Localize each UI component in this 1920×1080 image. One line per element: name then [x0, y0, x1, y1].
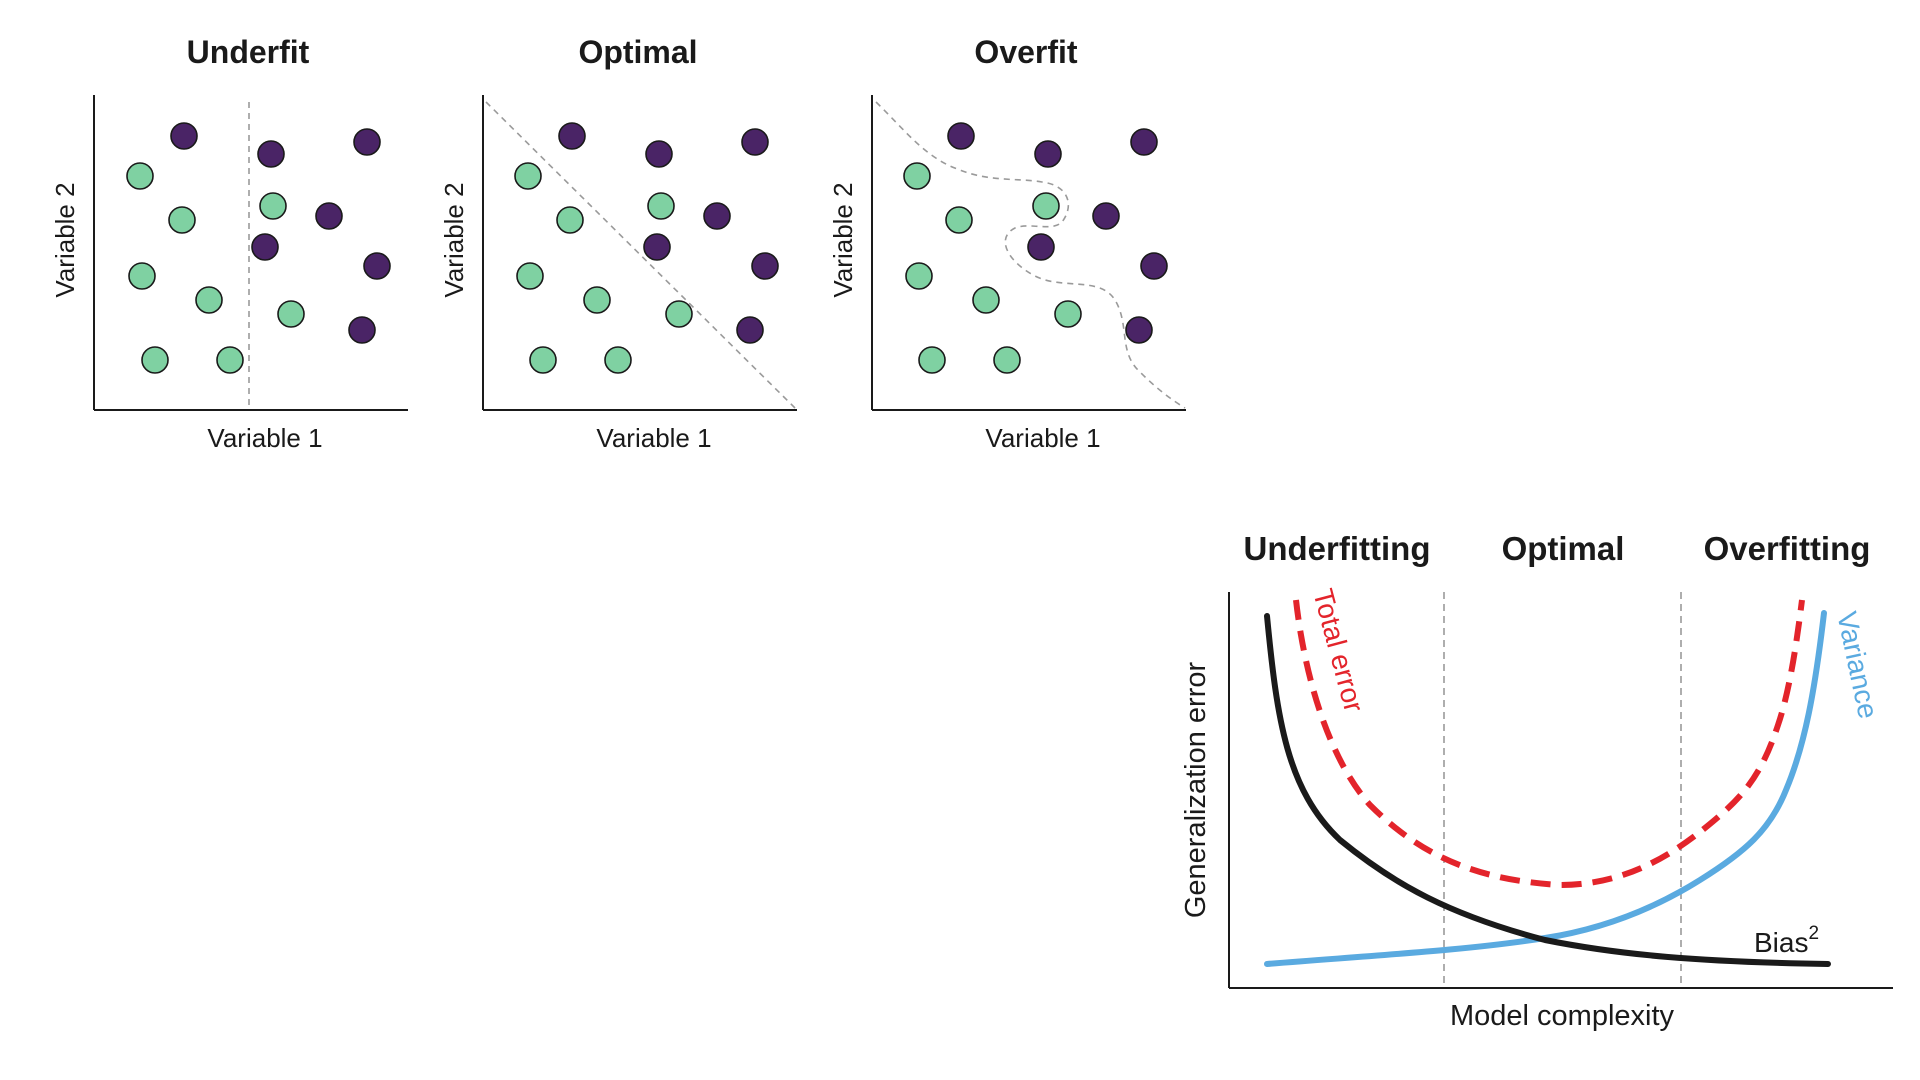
data-point-class-b [353, 128, 381, 156]
data-point-class-a [583, 286, 611, 314]
data-point-class-b [251, 233, 279, 261]
data-point-class-a [259, 192, 287, 220]
panel-title: Optimal [578, 34, 697, 70]
variance-label: Variance [1831, 609, 1884, 722]
y-axis-label: Generalization error [1180, 662, 1212, 919]
bias-squared-label: Bias2 [1754, 923, 1819, 958]
x-axis-label: Variable 1 [985, 423, 1100, 453]
bias-label-text: Bias [1754, 927, 1808, 958]
panel-title: Overfit [974, 34, 1077, 70]
data-point-class-a [1032, 192, 1060, 220]
data-point-class-a [216, 346, 244, 374]
data-point-class-b [643, 233, 671, 261]
panel-title: Underfit [187, 34, 310, 70]
data-point-class-a [903, 162, 931, 190]
data-point-class-b [703, 202, 731, 230]
region-label-underfitting: Underfitting [1244, 530, 1431, 567]
decision-boundary [875, 101, 1186, 409]
variance-curve [1264, 610, 1827, 967]
data-point-class-a [277, 300, 305, 328]
region-label-overfitting: Overfitting [1704, 530, 1871, 567]
data-point-class-b [558, 122, 586, 150]
data-point-class-b [315, 202, 343, 230]
data-point-class-b [170, 122, 198, 150]
data-points [903, 122, 1168, 374]
data-point-class-a [126, 162, 154, 190]
scatter-panel-optimal: Optimal Variable 1 Variable 2 [439, 34, 797, 453]
data-point-class-b [947, 122, 975, 150]
data-point-class-a [905, 262, 933, 290]
y-axis-label: Variable 2 [439, 182, 469, 297]
data-point-class-b [1027, 233, 1055, 261]
data-point-class-a [918, 346, 946, 374]
data-point-class-b [348, 316, 376, 344]
y-axis-label: Variable 2 [50, 182, 80, 297]
bias-label-superscript: 2 [1808, 923, 1819, 944]
x-axis-label: Model complexity [1450, 1000, 1675, 1032]
data-point-class-a [514, 162, 542, 190]
x-axis-label: Variable 1 [596, 423, 711, 453]
data-point-class-a [141, 346, 169, 374]
scatter-panel-underfit: Underfit Variable 1 Variable 2 [50, 34, 408, 453]
scatter-panel-overfit: Overfit Variable 1 Variable 2 [828, 34, 1186, 453]
data-point-class-a [665, 300, 693, 328]
data-point-class-b [1140, 252, 1168, 280]
data-point-class-b [736, 316, 764, 344]
data-point-class-a [516, 262, 544, 290]
data-point-class-b [1034, 140, 1062, 168]
data-point-class-a [529, 346, 557, 374]
tradeoff-plot: Underfitting Optimal Overfitting Model c… [1180, 530, 1893, 1032]
data-point-class-a [128, 262, 156, 290]
data-point-class-a [556, 206, 584, 234]
data-point-class-b [257, 140, 285, 168]
bias-squared-curve [1264, 613, 1831, 967]
data-point-class-b [1130, 128, 1158, 156]
data-point-class-a [604, 346, 632, 374]
data-points [514, 122, 779, 374]
data-point-class-a [168, 206, 196, 234]
data-point-class-b [741, 128, 769, 156]
total-error-curve [1293, 599, 1805, 889]
data-point-class-a [972, 286, 1000, 314]
data-point-class-b [363, 252, 391, 280]
x-axis-label: Variable 1 [207, 423, 322, 453]
data-point-class-a [647, 192, 675, 220]
data-point-class-b [1092, 202, 1120, 230]
data-point-class-a [945, 206, 973, 234]
y-axis-label: Variable 2 [828, 182, 858, 297]
data-point-class-b [1125, 316, 1153, 344]
region-label-optimal: Optimal [1502, 530, 1625, 567]
data-point-class-b [751, 252, 779, 280]
data-point-class-b [645, 140, 673, 168]
data-point-class-a [195, 286, 223, 314]
data-points [126, 122, 391, 374]
data-point-class-a [993, 346, 1021, 374]
data-point-class-a [1054, 300, 1082, 328]
